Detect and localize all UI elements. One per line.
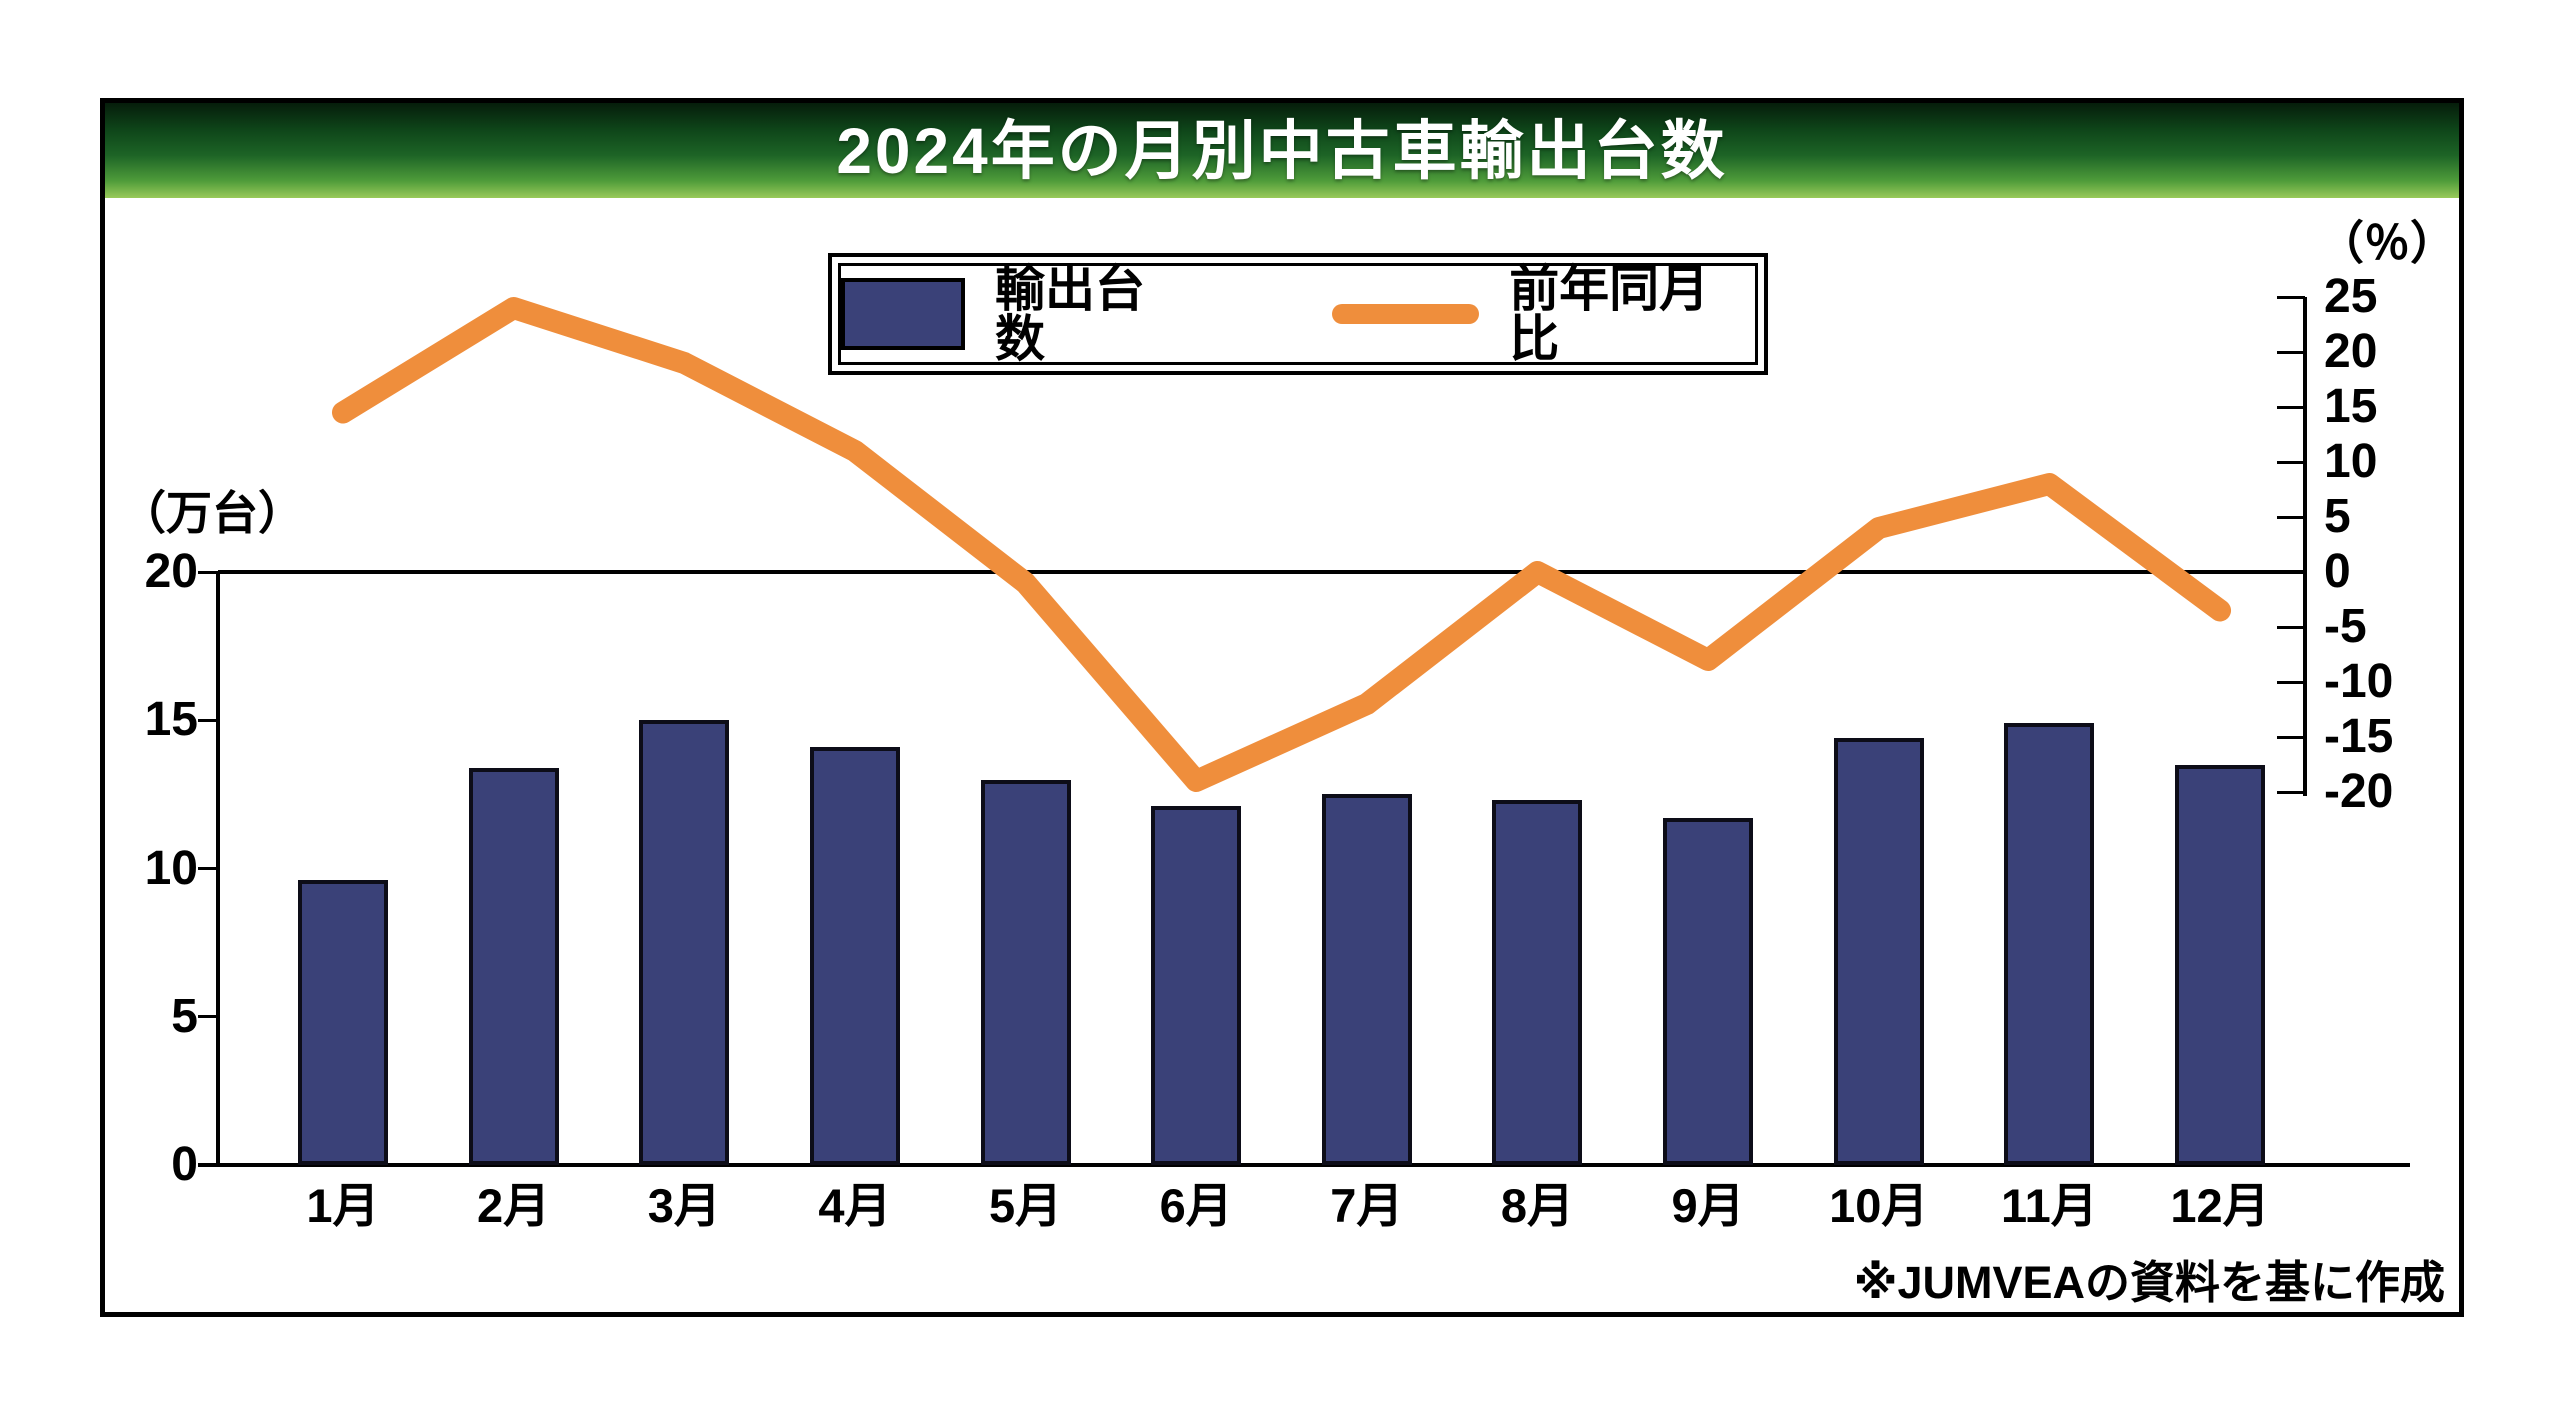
left-axis-tick-label: 0 — [171, 1138, 198, 1191]
right-axis-tick — [2277, 735, 2305, 739]
right-axis-tick — [2277, 680, 2305, 684]
right-axis-line — [2303, 297, 2307, 796]
left-axis-tick — [198, 867, 218, 870]
left-axis-tick — [198, 718, 218, 722]
month-label-6月: 6月 — [1159, 1179, 1233, 1232]
source-note: ※JUMVEAの資料を基に作成 — [1853, 1257, 2445, 1308]
right-axis-tick-label: 15 — [2324, 380, 2378, 433]
title-banner: 2024年の月別中古車輸出台数 — [100, 98, 2464, 198]
right-axis-tick — [2277, 460, 2305, 464]
export-bar-5月 — [980, 779, 1071, 1165]
export-bar-6月 — [1151, 806, 1242, 1165]
left-axis-tick-label: 15 — [144, 693, 198, 747]
legend-box: 輸出台数 前年同月比 — [828, 253, 1768, 375]
month-label-8月: 8月 — [1500, 1179, 1575, 1232]
export-bar-3月 — [639, 720, 730, 1165]
legend-inner-border: 輸出台数 前年同月比 — [838, 263, 1758, 365]
left-axis-tick — [198, 570, 218, 574]
export-bar-4月 — [809, 746, 900, 1165]
right-axis-tick-label: 0 — [2324, 545, 2351, 598]
export-bar-12月 — [2175, 764, 2266, 1165]
month-label-1月: 1月 — [306, 1179, 380, 1232]
left-axis-tick-label: 5 — [171, 989, 198, 1043]
right-axis-tick — [2277, 515, 2305, 519]
export-bar-11月 — [2004, 723, 2095, 1165]
right-axis-tick-label: 5 — [2324, 490, 2351, 543]
right-axis-tick-label: 25 — [2324, 270, 2378, 323]
legend-bar-label: 輸出台数 — [995, 261, 1146, 367]
month-label-2月: 2月 — [477, 1179, 551, 1232]
month-label-5月: 5月 — [988, 1179, 1063, 1232]
export-bar-2月 — [468, 767, 559, 1165]
left-axis-tick — [198, 1015, 218, 1019]
right-axis-tick-label: -10 — [2324, 655, 2394, 708]
month-label-11月: 11月 — [2001, 1179, 2098, 1232]
x-axis-line — [198, 1163, 2410, 1167]
export-bar-1月 — [298, 880, 388, 1165]
right-axis-tick-label: -15 — [2324, 710, 2394, 763]
right-axis-tick — [2277, 295, 2305, 299]
left-axis-tick-label: 10 — [144, 841, 198, 895]
month-label-9月: 9月 — [1671, 1179, 1745, 1232]
right-axis-tick-label: 10 — [2324, 435, 2378, 488]
month-label-10月: 10月 — [1829, 1179, 1929, 1232]
legend-line-label: 前年同月比 — [1509, 261, 1710, 367]
page-title: 2024年の月別中古車輸出台数 — [836, 114, 1728, 187]
legend-bar-swatch — [841, 278, 966, 350]
legend-line-swatch — [1331, 304, 1480, 324]
right-axis-unit-label: （％） — [2318, 217, 2456, 269]
right-axis-tick-label: 20 — [2324, 325, 2378, 378]
right-axis-tick — [2277, 350, 2305, 354]
month-label-12月: 12月 — [2170, 1179, 2270, 1232]
export-bar-10月 — [1833, 738, 1924, 1165]
right-axis-tick — [2277, 405, 2305, 409]
right-axis-tick — [2277, 625, 2305, 629]
export-bar-8月 — [1492, 800, 1583, 1165]
zero-baseline — [218, 570, 2305, 574]
month-label-4月: 4月 — [818, 1179, 892, 1232]
month-label-7月: 7月 — [1330, 1179, 1404, 1232]
left-axis-line — [216, 572, 220, 1167]
right-axis-tick-label: -20 — [2324, 765, 2394, 818]
export-bar-9月 — [1663, 818, 1754, 1165]
left-axis-unit-label: （万台） — [120, 487, 304, 539]
right-axis-tick — [2277, 790, 2305, 794]
left-axis-tick-label: 20 — [144, 545, 198, 598]
export-bar-7月 — [1321, 794, 1412, 1165]
right-axis-tick-label: -5 — [2324, 600, 2367, 653]
month-label-3月: 3月 — [647, 1179, 721, 1232]
